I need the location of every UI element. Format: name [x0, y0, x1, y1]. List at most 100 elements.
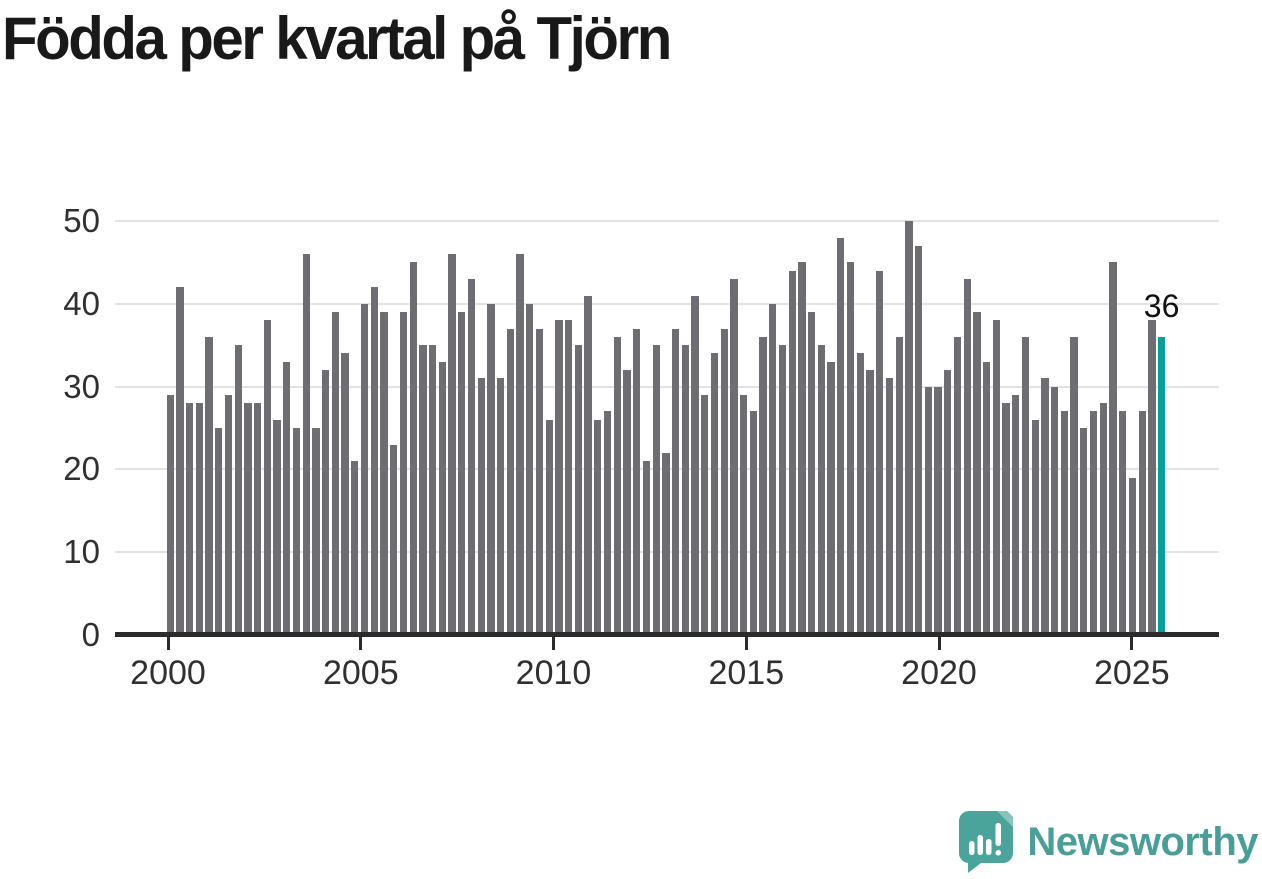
newsworthy-logo-icon	[957, 810, 1015, 873]
newsworthy-wordmark: Newsworthy	[1027, 819, 1258, 864]
bar-2018Q3	[885, 378, 894, 635]
newsworthy-branding: Newsworthy	[957, 810, 1258, 873]
page-title: Födda per kvartal på Tjörn	[2, 5, 672, 72]
bar-2007Q4	[467, 278, 476, 635]
x-axis-tick-2005	[359, 636, 363, 650]
bar-2004Q1	[322, 370, 330, 635]
y-axis-tick-label: 40	[63, 284, 100, 322]
bar-2002Q3	[263, 320, 271, 635]
bar-2015Q3	[769, 303, 777, 635]
bar-2016Q1	[788, 270, 796, 635]
bar-2018Q4	[895, 336, 903, 635]
bar-2018Q2	[876, 270, 884, 635]
bar-2022Q1	[1021, 336, 1030, 635]
bar-2023Q2	[1070, 336, 1078, 635]
bar-2004Q2	[331, 312, 340, 635]
bar-2004Q4	[351, 461, 359, 635]
bar-2021Q3	[1002, 403, 1010, 635]
bar-2006Q2	[409, 262, 417, 635]
bar-2005Q4	[390, 444, 398, 635]
bar-2005Q1	[360, 303, 369, 635]
bar-2023Q4	[1089, 411, 1098, 635]
bar-2023Q1	[1060, 411, 1069, 635]
bar-2000Q2	[176, 287, 184, 635]
bar-2013Q2	[681, 345, 689, 635]
bar-2024Q3	[1119, 411, 1127, 635]
gridline-y50	[115, 220, 1219, 222]
bar-2024Q4	[1128, 477, 1137, 635]
bar-2013Q4	[701, 394, 709, 635]
bar-2003Q3	[302, 254, 310, 635]
x-axis-tick-label-2015: 2015	[708, 654, 785, 692]
bar-2022Q4	[1051, 386, 1059, 635]
bar-2002Q4	[273, 419, 281, 635]
bar-2007Q2	[448, 254, 456, 635]
bar-2025Q1	[1138, 411, 1146, 635]
bar-2010Q1	[555, 320, 563, 635]
bar-2003Q4	[312, 428, 320, 635]
bar-2013Q1	[671, 328, 680, 635]
last-bar-value-label: 36	[1143, 287, 1180, 324]
bar-2007Q3	[458, 312, 466, 635]
y-axis-tick-label: 10	[63, 533, 100, 571]
bar-2023Q3	[1080, 428, 1088, 635]
x-axis-tick-2010	[552, 636, 555, 650]
bar-2014Q1	[710, 353, 719, 635]
bar-2012Q4	[662, 452, 670, 635]
bar-2014Q3	[730, 278, 738, 635]
bar-2019Q3	[924, 386, 932, 635]
x-axis-tick-label-2010: 2010	[515, 654, 592, 692]
bar-2001Q2	[215, 428, 223, 635]
bar-2018Q1	[866, 370, 874, 635]
bar-2019Q2	[914, 245, 923, 635]
bar-2015Q4	[778, 345, 787, 635]
bar-2008Q3	[496, 378, 505, 635]
bar-2020Q1	[944, 370, 952, 635]
gridline-y40	[115, 302, 1219, 305]
bar-2005Q2	[370, 287, 378, 635]
bar-2017Q1	[827, 361, 835, 635]
y-axis-tick-label: 20	[63, 450, 100, 488]
x-axis-tick-label-2005: 2005	[322, 654, 399, 692]
x-axis-tick-2000	[166, 636, 170, 650]
bar-2000Q3	[185, 403, 194, 635]
bar-2020Q2	[953, 336, 962, 635]
bar-2024Q2	[1109, 262, 1117, 635]
bar-2001Q4	[234, 345, 242, 635]
bar-2000Q4	[195, 403, 203, 635]
x-axis-tick-2020	[937, 636, 941, 650]
bar-2025Q2	[1148, 320, 1156, 635]
highlighted-bar-2025Q3	[1157, 336, 1166, 635]
bar-2002Q2	[253, 403, 262, 635]
x-axis-tick-label-2025: 2025	[1093, 654, 1170, 692]
bar-2009Q4	[545, 419, 553, 635]
bar-2016Q2	[798, 262, 806, 635]
bar-2008Q4	[506, 328, 514, 635]
bar-2015Q1	[749, 411, 757, 635]
bar-2016Q3	[808, 312, 816, 635]
bar-2011Q3	[613, 336, 621, 635]
bar-2011Q2	[603, 411, 612, 635]
x-axis-tick-label-2000: 2000	[130, 654, 206, 692]
bar-2010Q2	[565, 320, 573, 635]
bar-2014Q2	[720, 328, 728, 635]
x-axis-tick-2025	[1130, 636, 1134, 650]
bar-2008Q1	[477, 378, 485, 635]
x-axis-tick-label-2020: 2020	[901, 654, 977, 692]
bar-2017Q4	[856, 353, 864, 635]
bar-2012Q2	[642, 461, 651, 635]
bar-2001Q1	[205, 336, 213, 635]
bar-2013Q3	[691, 295, 699, 635]
bar-2009Q1	[516, 254, 524, 635]
bar-2022Q2	[1031, 419, 1039, 635]
bar-2003Q1	[283, 361, 291, 635]
bar-2010Q4	[584, 295, 592, 635]
bar-2017Q3	[846, 262, 855, 635]
bar-2019Q1	[905, 221, 913, 635]
y-axis-tick-label: 0	[81, 616, 100, 653]
bar-2011Q4	[623, 370, 631, 635]
bar-2020Q3	[963, 278, 971, 635]
bar-2006Q3	[419, 345, 427, 635]
bar-2016Q4	[817, 345, 826, 635]
